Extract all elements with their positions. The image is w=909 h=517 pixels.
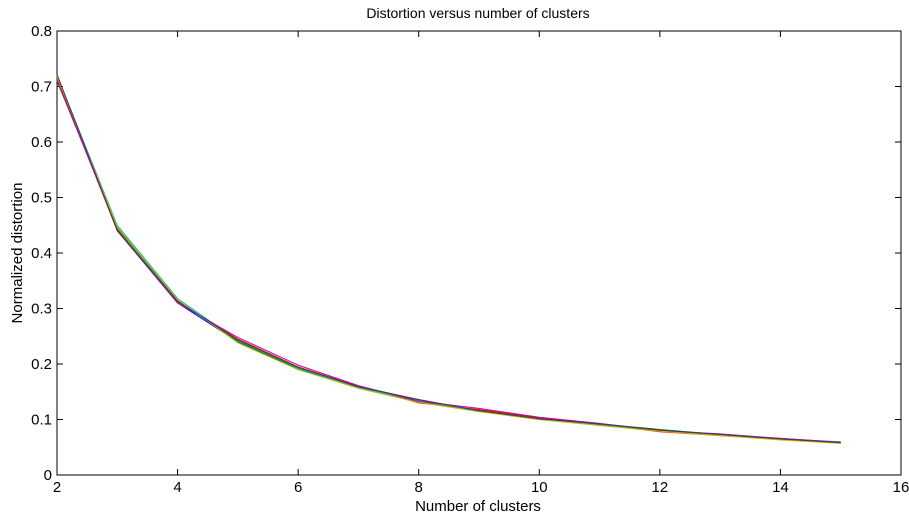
series-line-6 [56, 76, 841, 444]
y-tick-label: 0.2 [31, 356, 52, 373]
series-line-1 [56, 75, 841, 444]
x-axis-label: Number of clusters [415, 498, 541, 515]
series-line-4 [56, 75, 841, 443]
y-tick-label: 0.5 [31, 190, 52, 207]
x-tick-label: 14 [772, 479, 789, 496]
series-line-3 [56, 78, 841, 444]
y-tick-label: 0.6 [31, 134, 52, 151]
x-tick-label: 6 [294, 479, 302, 496]
y-tick-label: 0.3 [31, 301, 52, 318]
y-axis-label: Normalized distortion [9, 183, 26, 324]
chart-title: Distortion versus number of clusters [366, 5, 589, 21]
x-tick-label: 4 [173, 479, 181, 496]
y-tick-label: 0.8 [31, 23, 52, 40]
x-tick-label: 8 [415, 479, 423, 496]
x-tick-label: 16 [893, 479, 909, 496]
plot-area: 2 4 6 8 10 12 14 16 0 0.1 0.2 0.3 0.4 0.5 0.6 0.7 0.8 [31, 23, 909, 496]
y-tick-label: 0 [44, 467, 52, 484]
x-tick-label: 10 [531, 479, 548, 496]
series-line-5 [56, 79, 841, 443]
y-tick-label: 0.1 [31, 412, 52, 429]
series-line-2 [56, 80, 841, 443]
x-tick-label: 12 [652, 479, 669, 496]
y-tick-label: 0.4 [31, 245, 52, 262]
x-tick-label: 2 [53, 479, 61, 496]
y-tick-label: 0.7 [31, 79, 52, 96]
series-line-7 [56, 74, 841, 444]
